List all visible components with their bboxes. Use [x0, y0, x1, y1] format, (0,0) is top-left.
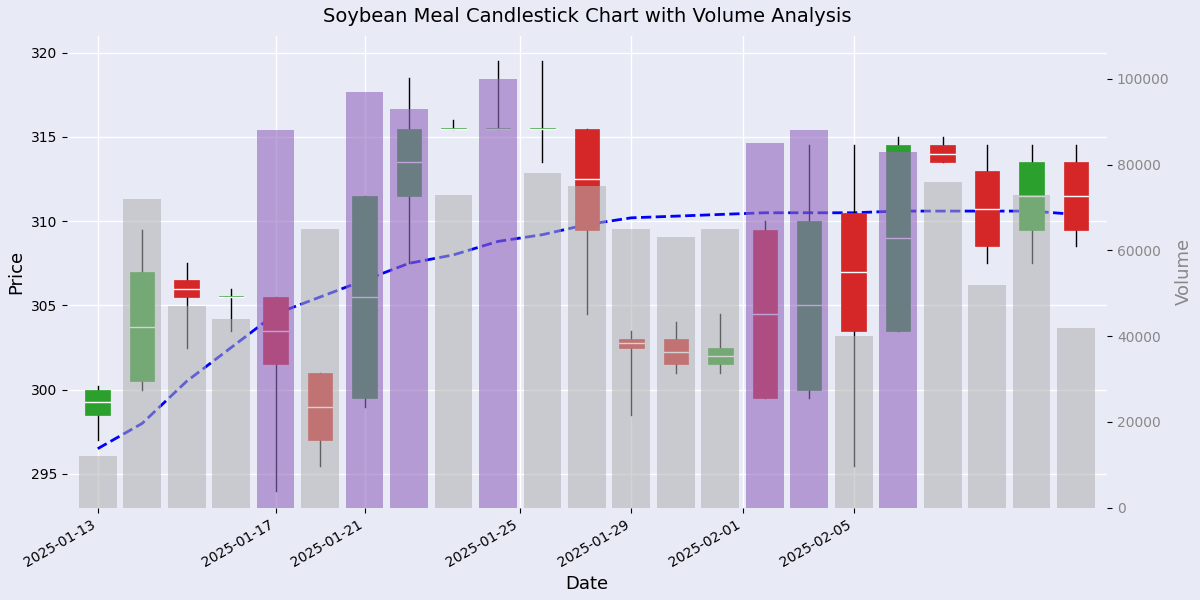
Bar [308, 373, 332, 440]
Bar [968, 284, 1006, 508]
Bar [218, 296, 244, 297]
Y-axis label: Price: Price [7, 250, 25, 294]
Bar [434, 194, 473, 508]
Bar [301, 229, 338, 508]
Bar [701, 229, 739, 508]
Bar [174, 280, 199, 297]
Bar [1063, 162, 1088, 230]
Bar [212, 319, 250, 508]
Bar [752, 230, 776, 398]
Bar [124, 199, 161, 508]
Bar [656, 238, 695, 508]
Bar [791, 130, 828, 508]
Bar [1019, 162, 1044, 230]
Bar [346, 92, 384, 508]
Bar [390, 109, 428, 508]
Bar [797, 221, 822, 389]
Bar [130, 272, 155, 381]
Bar [479, 79, 517, 508]
Bar [353, 196, 377, 398]
Bar [168, 306, 205, 508]
Bar [612, 229, 650, 508]
Title: Soybean Meal Candlestick Chart with Volume Analysis: Soybean Meal Candlestick Chart with Volu… [323, 7, 851, 26]
Bar [746, 143, 784, 508]
Bar [924, 182, 961, 508]
Bar [1013, 194, 1050, 508]
Bar [886, 145, 911, 331]
Bar [263, 297, 288, 364]
Bar [568, 186, 606, 508]
Bar [257, 130, 294, 508]
X-axis label: Date: Date [565, 575, 608, 593]
Bar [880, 152, 917, 508]
Bar [664, 339, 688, 364]
Bar [930, 145, 955, 162]
Bar [708, 347, 732, 364]
Bar [575, 128, 599, 230]
Bar [523, 173, 562, 508]
Bar [835, 336, 872, 508]
Bar [619, 339, 643, 347]
Y-axis label: Volume: Volume [1175, 238, 1193, 305]
Bar [974, 170, 1000, 247]
Bar [1057, 328, 1094, 508]
Bar [397, 128, 421, 196]
Bar [79, 456, 116, 508]
Bar [85, 389, 110, 415]
Bar [841, 213, 866, 331]
